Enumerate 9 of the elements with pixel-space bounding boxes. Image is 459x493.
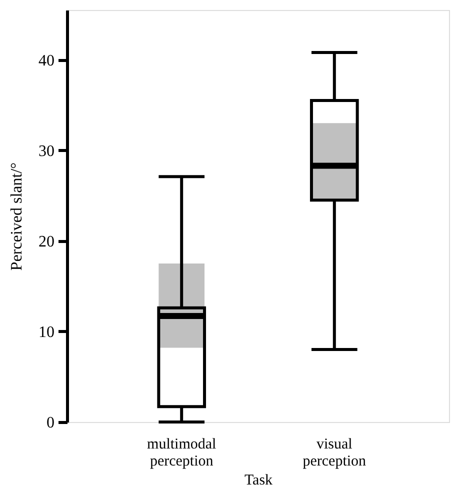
y-tick-label: 20	[38, 233, 54, 250]
x-tick-label: multimodal perception	[147, 436, 216, 470]
x-tick-label: visual perception	[302, 436, 367, 470]
y-tick-label: 40	[38, 52, 54, 70]
y-tick-label: 0	[46, 414, 54, 432]
y-tick-label: 10	[38, 324, 54, 341]
x-axis-title: Task	[244, 472, 274, 488]
y-axis-title: Perceived slant/°	[8, 162, 26, 271]
y-tick-label: 30	[38, 142, 54, 160]
